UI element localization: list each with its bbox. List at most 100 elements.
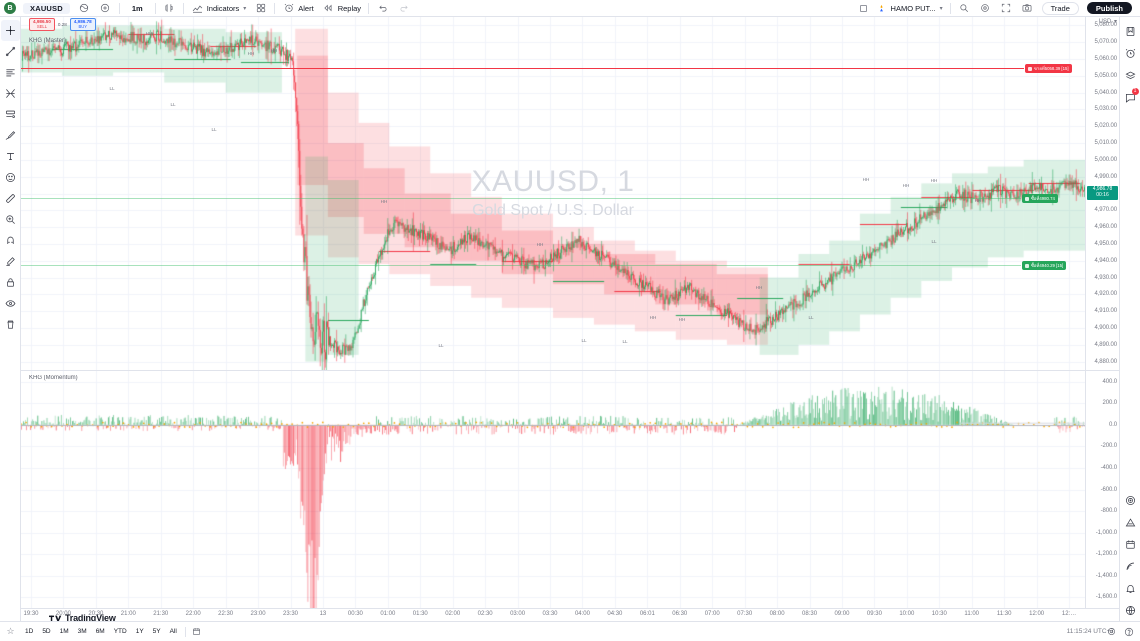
eye-hide-icon[interactable]	[1, 293, 20, 314]
price-pane[interactable]: XAUUSD, 1 Gold Spot / U.S. Dollar 4,986.…	[21, 17, 1085, 370]
time-axis[interactable]: 19:30 20:00 20:30 21:00 21:30 22:00 22:30 23:00…	[21, 608, 1119, 621]
watchlist-icon[interactable]	[1121, 20, 1140, 42]
range-button-1y[interactable]: 1Y	[135, 628, 144, 635]
streams-icon[interactable]	[1121, 511, 1140, 533]
calendar-icon[interactable]	[1121, 533, 1140, 555]
momentum-pane-legend[interactable]: KHG (Momentum)	[29, 375, 78, 381]
range-button-all[interactable]: All	[169, 628, 177, 635]
elliott-pattern-icon[interactable]	[1, 104, 20, 125]
trash-icon[interactable]	[1, 314, 20, 335]
zoom-in-icon[interactable]	[1, 209, 20, 230]
time-axis-tick: 13	[319, 611, 327, 617]
chart-settings-button[interactable]	[975, 1, 996, 16]
price-scale[interactable]: USD ▾ 5,080.00 5,070.00 5,060.00 5,050.00 5,…	[1085, 17, 1119, 370]
chat-icon[interactable]: 1	[1121, 86, 1140, 108]
right-sidebar-toolbar: 1	[1119, 17, 1140, 621]
range-button-5y[interactable]: 5Y	[152, 628, 161, 635]
momentum-scale-tick: -1,600.0	[1095, 594, 1117, 601]
alert-button[interactable]: Alert	[278, 1, 317, 16]
current-price-badge[interactable]: 4,986.78 00:16	[1087, 186, 1118, 200]
fib-pattern-icon[interactable]	[1, 83, 20, 104]
momentum-scale-tick: 0.0	[1108, 421, 1117, 428]
lock-icon[interactable]	[1, 272, 20, 293]
price-pane-legend[interactable]: KHG (Master)	[29, 38, 67, 44]
short-order-line[interactable]	[21, 68, 1024, 69]
news-feed-icon[interactable]	[1121, 555, 1140, 577]
saved-layout-button[interactable]: HAMO PUT... ▾	[871, 1, 947, 16]
public-chats-icon[interactable]	[1121, 599, 1140, 621]
drawing-mode-icon[interactable]	[1, 251, 20, 272]
range-button-6m[interactable]: 6M	[95, 628, 105, 635]
horizontal-lines-icon[interactable]	[1, 62, 20, 83]
time-axis-tick: 07:30	[737, 611, 753, 617]
indicators-button[interactable]: Indicators ▾	[187, 1, 251, 16]
take-profit-tag[interactable]: ซื้อที่4980.74	[1022, 194, 1058, 203]
range-button-1d[interactable]: 1D	[25, 628, 34, 635]
chart-area[interactable]: XAUUSD, 1 Gold Spot / U.S. Dollar 4,986.…	[21, 17, 1119, 623]
current-price-countdown: 00:16	[1096, 191, 1109, 198]
buy-badge[interactable]: 4,986.78 BUY	[69, 18, 96, 32]
brush-icon[interactable]	[1, 125, 20, 146]
time-axis-tick: 22:30	[218, 611, 234, 617]
notifications-bell-icon[interactable]	[1121, 577, 1140, 599]
symbol-button[interactable]: XAUUSD	[19, 1, 74, 16]
help-question-icon[interactable]	[1122, 625, 1136, 639]
alerts-clock-icon[interactable]	[1121, 42, 1140, 64]
indicator-templates-button[interactable]	[250, 1, 271, 16]
sell-badge[interactable]: 4,986.50 SELL	[29, 18, 55, 32]
take-profit-line[interactable]	[21, 198, 1021, 199]
price-scale-tick: 5,070.00	[1094, 39, 1117, 46]
swing-marker: HH	[649, 315, 657, 320]
emoji-icon[interactable]	[1, 167, 20, 188]
sell-action: SELL	[36, 23, 48, 29]
magnet-icon[interactable]	[1, 230, 20, 251]
publish-button[interactable]: Publish	[1083, 1, 1136, 16]
symbol-search-button[interactable]	[74, 1, 95, 16]
price-canvas[interactable]	[21, 17, 1085, 370]
replay-button[interactable]: Replay	[318, 1, 365, 16]
price-scale-tick: 4,900.00	[1094, 324, 1117, 331]
time-axis-tick: 06:01	[639, 611, 655, 617]
cross-cursor-icon[interactable]	[0, 20, 20, 41]
go-to-date-icon[interactable]	[190, 625, 204, 639]
price-scale-currency[interactable]: USD ▾	[1099, 18, 1117, 25]
swing-marker: HH	[862, 177, 870, 182]
snapshot-button[interactable]	[1017, 1, 1038, 16]
app-logo[interactable]: B	[4, 2, 16, 14]
momentum-scale-tick: -1,400.0	[1095, 572, 1117, 579]
trade-button[interactable]: Trade	[1038, 1, 1083, 16]
fullscreen-button[interactable]	[996, 1, 1017, 16]
candle-type-button[interactable]	[159, 1, 180, 16]
measure-ruler-icon[interactable]	[1, 188, 20, 209]
range-button-5d[interactable]: 5D	[42, 628, 51, 635]
price-scale-tick: 4,880.00	[1094, 358, 1117, 365]
range-button-3m[interactable]: 3M	[77, 628, 87, 635]
redo-button[interactable]	[393, 1, 414, 16]
timeframe-button[interactable]: 1m	[123, 1, 152, 16]
price-scale-tick: 4,950.00	[1094, 240, 1117, 247]
settings-gear-icon[interactable]	[1104, 625, 1118, 639]
momentum-scale[interactable]: 400.0 200.0 0.0 -200.0 -400.0 -600.0 -800.0 -1,…	[1085, 371, 1119, 608]
range-button-1m[interactable]: 1M	[59, 628, 69, 635]
pane-divider[interactable]	[21, 370, 1119, 371]
swing-marker: HH	[755, 285, 763, 290]
limit-order-tag[interactable]: ซื้อที่4940.29 [15]	[1022, 261, 1067, 270]
time-axis-tick: 10:00	[899, 611, 915, 617]
time-axis-tick: 21:00	[120, 611, 136, 617]
price-scale-tick: 4,890.00	[1094, 341, 1117, 348]
layout-select-button[interactable]	[856, 1, 871, 16]
momentum-pane[interactable]: KHG (Momentum)	[21, 371, 1085, 608]
undo-button[interactable]	[372, 1, 393, 16]
short-order-tag[interactable]: ขายที่5058.39 [15]	[1025, 64, 1072, 73]
range-button-ytd[interactable]: YTD	[113, 628, 127, 635]
indicator-templates-icon	[254, 2, 267, 15]
limit-order-line[interactable]	[21, 265, 1021, 266]
text-icon[interactable]	[1, 146, 20, 167]
hotlist-layers-icon[interactable]	[1121, 64, 1140, 86]
favorite-star-icon[interactable]: ☆	[6, 626, 15, 636]
momentum-canvas[interactable]	[21, 371, 1085, 608]
compare-add-button[interactable]	[95, 1, 116, 16]
ideas-target-icon[interactable]	[1121, 489, 1140, 511]
trend-line-icon[interactable]	[1, 41, 20, 62]
quick-search-button[interactable]	[954, 1, 975, 16]
